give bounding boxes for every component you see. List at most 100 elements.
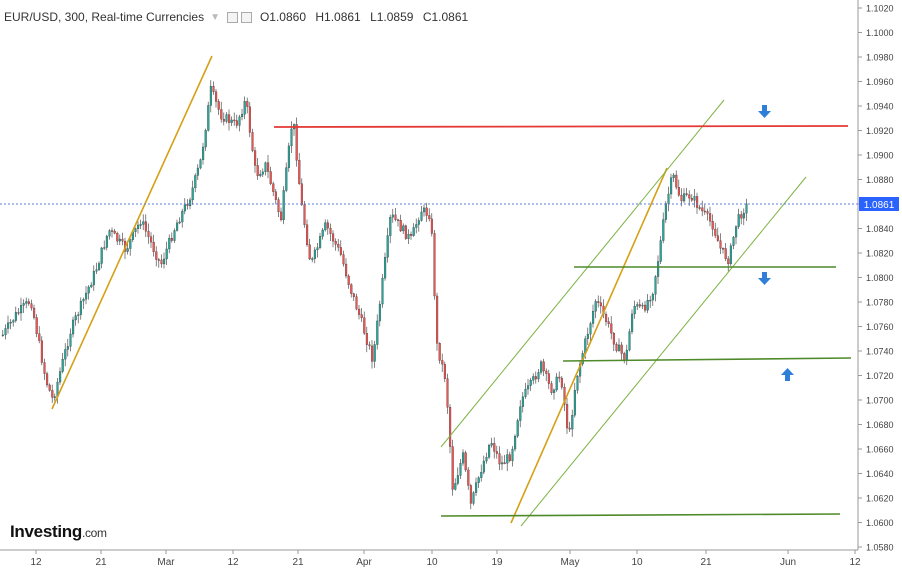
candle-up <box>183 204 186 212</box>
candle-up <box>134 228 137 232</box>
candle-up <box>472 492 475 504</box>
price-tick-label: 1.0600 <box>866 518 894 528</box>
candle-down <box>365 333 368 345</box>
candle-up <box>475 482 478 493</box>
price-tick-label: 1.0620 <box>866 494 894 504</box>
candle-down <box>155 251 158 260</box>
candle-up <box>202 146 205 160</box>
candle-down <box>157 259 160 261</box>
candle-down <box>615 344 618 351</box>
price-tick-label: 1.0960 <box>866 77 894 87</box>
drawing-layer[interactable] <box>51 55 852 527</box>
chart-legend: EUR/USD, 300, Real-time Currencies ▼ O1.… <box>4 9 474 25</box>
candle-down <box>363 317 366 334</box>
time-axis-ticks: 12 21 Mar 12 21 Apr 10 19 May 10 21 Jun 12 <box>30 550 861 568</box>
price-tick-label: 1.0740 <box>866 347 894 357</box>
candle-down <box>144 221 147 232</box>
candle-up <box>311 258 314 260</box>
candle-up <box>485 457 488 462</box>
candle-down <box>449 407 452 447</box>
candle-down <box>675 174 678 188</box>
candle-up <box>126 248 129 252</box>
candle-up <box>191 187 194 201</box>
hide-square-icon[interactable] <box>240 11 252 23</box>
price-tick-label: 1.0800 <box>866 273 894 283</box>
high-value: H1.0861 <box>315 10 361 24</box>
candle-up <box>462 452 465 464</box>
candle-up <box>651 294 654 301</box>
candle-up <box>576 375 579 391</box>
candle-up <box>321 229 324 237</box>
candle-down <box>563 387 566 405</box>
candle-up <box>649 299 652 302</box>
candle-up <box>376 320 379 345</box>
chevron-down-icon[interactable]: ▼ <box>210 11 220 23</box>
candle-down <box>303 204 306 225</box>
settings-square-icon[interactable] <box>226 11 238 23</box>
candle-up <box>264 162 267 173</box>
arrow-annotations[interactable] <box>758 105 794 381</box>
candle-up <box>537 372 540 380</box>
candle-up <box>657 261 660 277</box>
candle-up <box>53 396 56 398</box>
candle-down <box>350 284 353 294</box>
support-line-bottom <box>440 513 841 517</box>
logo-name: Investing <box>10 522 82 541</box>
candle-down <box>269 171 272 184</box>
investing-logo: Investing.com <box>10 522 107 542</box>
candle-down <box>696 196 699 208</box>
candle-up <box>95 269 98 272</box>
candle-down <box>170 237 173 241</box>
down-arrow-icon-upper <box>758 105 771 118</box>
candle-up <box>196 167 199 176</box>
candle-up <box>641 304 644 307</box>
candle-down <box>711 221 714 230</box>
candle-down <box>716 235 719 241</box>
candle-down <box>688 194 691 199</box>
candle-down <box>308 244 311 260</box>
candle-down <box>677 187 680 196</box>
up-arrow-icon-lower <box>781 368 794 381</box>
candle-up <box>662 219 665 241</box>
candle-up <box>423 207 426 213</box>
candle-up <box>287 145 290 168</box>
candle-down <box>724 248 727 259</box>
candle-up <box>282 190 285 221</box>
candle-up <box>204 130 207 148</box>
candle-down <box>706 211 709 214</box>
price-tick-label: 1.0880 <box>866 175 894 185</box>
candle-up <box>667 193 670 204</box>
svg-text:1.0861: 1.0861 <box>864 200 895 211</box>
candle-up <box>59 371 62 383</box>
candle-up <box>4 328 7 336</box>
candle-up <box>477 477 480 483</box>
candle-down <box>17 312 20 314</box>
candle-up <box>516 420 519 437</box>
price-tick-label: 1.0840 <box>866 224 894 234</box>
candle-up <box>259 174 262 176</box>
price-tick-label: 1.0580 <box>866 543 894 553</box>
candle-down <box>547 373 550 384</box>
candle-up <box>165 248 168 260</box>
support-line-middle <box>562 357 852 362</box>
price-axis-ticks: 1.1020 1.1000 1.0980 1.0960 1.0940 1.0920 1.09… <box>858 4 894 553</box>
candle-up <box>64 349 67 360</box>
candle-up <box>92 271 95 286</box>
candle-down <box>709 213 712 222</box>
candle-up <box>319 236 322 248</box>
candle-up <box>9 321 12 324</box>
candle-up <box>540 361 543 373</box>
candle-down <box>358 308 361 315</box>
candle-up <box>670 177 673 195</box>
time-tick-label: May <box>561 557 580 568</box>
symbol-title[interactable]: EUR/USD, 300, Real-time Currencies <box>4 10 205 24</box>
candle-down <box>469 485 472 504</box>
candle-up <box>664 203 667 220</box>
candle-up <box>501 462 504 465</box>
candle-down <box>121 238 124 242</box>
candle-down <box>254 150 257 166</box>
candle-down <box>342 254 345 265</box>
candle-down <box>433 233 436 297</box>
candle-down <box>701 207 704 212</box>
